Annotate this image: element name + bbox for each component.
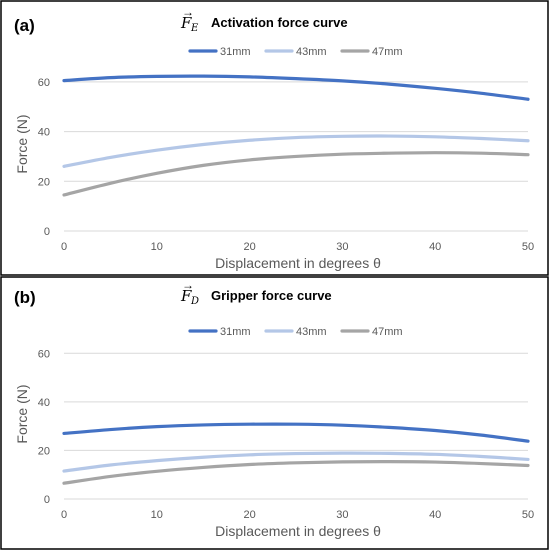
panel-b-title-subscript: D [190, 296, 199, 307]
panel-b: (b) → F D Gripper force curve 0 20 40 60 0 10… [0, 276, 549, 550]
series-line-47mm [62, 151, 530, 197]
panel-b-title-text: Gripper force curve [211, 288, 332, 303]
y-axis-title: Force (N) [14, 384, 30, 443]
panel-a-title-subscript: E [190, 23, 199, 34]
y-tick-label: 0 [44, 494, 50, 506]
x-axis-title: Displacement in degrees θ [215, 523, 381, 539]
series-line-43mm [62, 134, 530, 168]
y-tick-label: 20 [38, 445, 50, 457]
panel-a-title-text: Activation force curve [211, 15, 348, 30]
legend-label: 47mm [372, 46, 403, 58]
y-tick-label: 60 [38, 77, 50, 89]
panel-a-title-symbol: F [180, 14, 192, 32]
legend-label: 47mm [372, 326, 403, 338]
panel-a: (a) → F E Activation force curve 0 20 40 60… [0, 0, 549, 276]
x-tick-label: 10 [151, 509, 163, 521]
x-tick-label: 10 [151, 241, 163, 253]
panel-b-title-symbol: F [180, 287, 192, 305]
x-tick-label: 40 [429, 509, 441, 521]
legend-label: 31mm [220, 46, 251, 58]
x-tick-label: 20 [243, 241, 255, 253]
series-line-31mm [62, 74, 530, 101]
y-tick-label: 40 [38, 127, 50, 139]
series-line-43mm [62, 451, 530, 473]
panel-b-letter: (b) [14, 288, 36, 307]
x-tick-label: 30 [336, 509, 348, 521]
x-tick-label: 20 [243, 509, 255, 521]
x-tick-label: 0 [61, 509, 67, 521]
x-tick-label: 0 [61, 241, 67, 253]
panel-a-title: → F E Activation force curve [180, 5, 348, 34]
vector-arrow-icon: → [182, 278, 194, 292]
panel-a-chart: 0 20 40 60 0 10 20 30 40 50 Displacement in degree… [14, 46, 534, 271]
vector-arrow-icon: → [182, 5, 194, 19]
x-tick-label: 50 [522, 509, 534, 521]
panel-a-letter: (a) [14, 16, 35, 35]
panel-b-chart: 0 20 40 60 0 10 20 30 40 50 Displacement in degree… [14, 326, 534, 539]
series-line-31mm [62, 422, 530, 443]
panel-a-border [0, 0, 549, 276]
x-tick-label: 50 [522, 241, 534, 253]
legend-label: 31mm [220, 326, 251, 338]
x-tick-label: 30 [336, 241, 348, 253]
x-tick-label: 40 [429, 241, 441, 253]
y-axis-title: Force (N) [14, 114, 30, 173]
series-line-47mm [62, 459, 530, 485]
y-tick-label: 40 [38, 397, 50, 409]
panel-b-title: → F D Gripper force curve [180, 278, 332, 307]
legend-label: 43mm [296, 46, 327, 58]
y-tick-label: 60 [38, 348, 50, 360]
x-axis-title: Displacement in degrees θ [215, 255, 381, 271]
y-tick-label: 0 [44, 226, 50, 238]
y-tick-label: 20 [38, 176, 50, 188]
legend-label: 43mm [296, 326, 327, 338]
panel-b-border [0, 276, 549, 550]
